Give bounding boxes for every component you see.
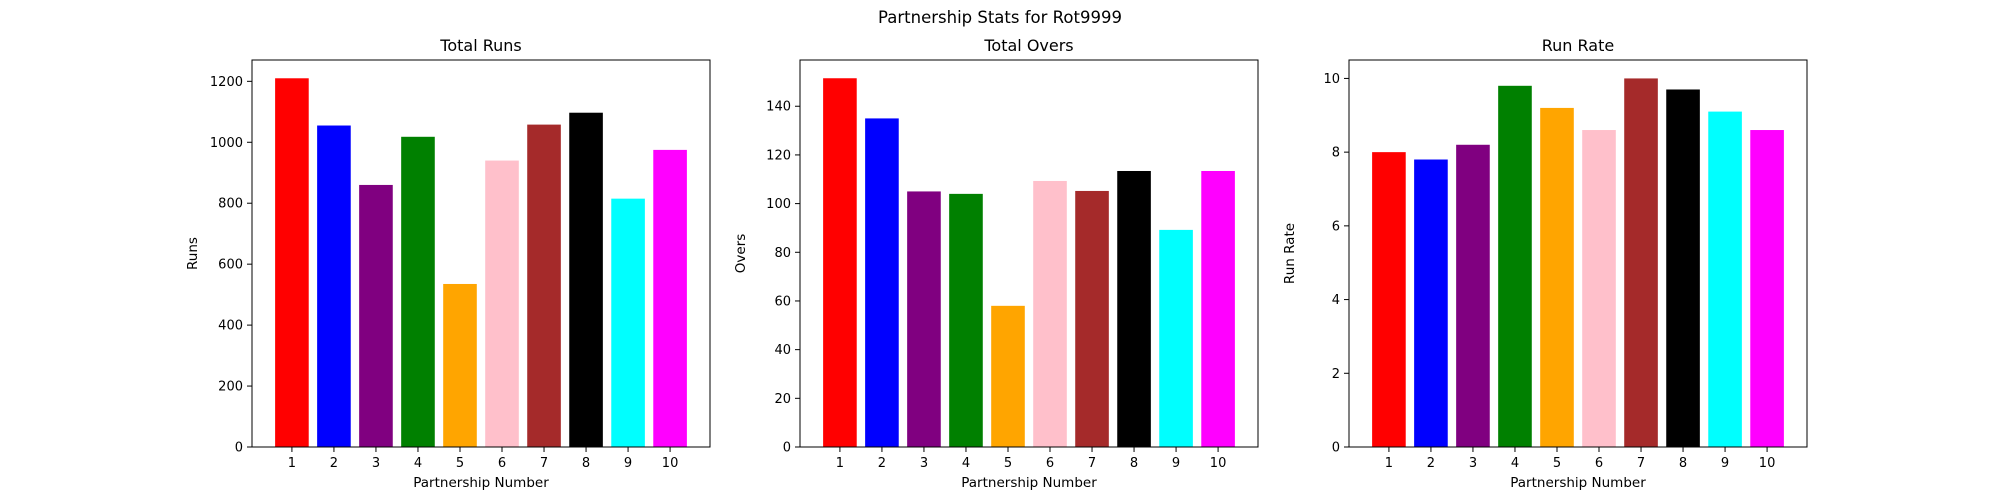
x-tick-label: 10 bbox=[662, 456, 679, 471]
bar bbox=[1159, 229, 1193, 447]
x-tick-label: 8 bbox=[1130, 456, 1138, 471]
plot-frame bbox=[251, 59, 711, 448]
chart-title: Run Rate bbox=[1542, 36, 1614, 55]
figure-title: Partnership Stats for Rot9999 bbox=[878, 8, 1122, 27]
bar bbox=[907, 191, 941, 447]
x-axis-label: Partnership Number bbox=[1510, 475, 1646, 491]
y-tick-label: 100 bbox=[766, 197, 791, 212]
x-tick-label: 6 bbox=[1595, 456, 1603, 471]
bar bbox=[1456, 144, 1490, 447]
x-tick-label: 7 bbox=[1637, 456, 1645, 471]
y-tick-label: 0 bbox=[235, 441, 243, 456]
x-tick-label: 7 bbox=[1088, 456, 1096, 471]
y-tick-label: 0 bbox=[783, 441, 791, 456]
y-tick-label: 2 bbox=[1332, 367, 1340, 382]
y-tick-label: 600 bbox=[218, 258, 243, 273]
chart-3: 1 2 3 4 5 6 7 8 9 10 0 2 4 6 8 10 Run Rate Partnership Nu… bbox=[1282, 36, 1808, 491]
y-tick-label: 1200 bbox=[210, 75, 243, 90]
y-tick-label: 1000 bbox=[210, 136, 243, 151]
x-tick-label: 3 bbox=[1469, 456, 1477, 471]
plot-frame bbox=[1348, 59, 1808, 448]
y-tick-label: 10 bbox=[1323, 72, 1340, 87]
x-tick-label: 1 bbox=[288, 456, 296, 471]
y-tick-label: 140 bbox=[766, 100, 791, 115]
bar bbox=[1117, 170, 1151, 447]
x-tick-label: 10 bbox=[1759, 456, 1776, 471]
bar bbox=[1750, 130, 1784, 447]
chart-title: Total Runs bbox=[439, 36, 521, 55]
bar bbox=[1708, 111, 1742, 447]
bar bbox=[1372, 152, 1406, 447]
x-tick-label: 1 bbox=[1385, 456, 1393, 471]
y-tick-label: 6 bbox=[1332, 219, 1340, 234]
bar bbox=[569, 112, 603, 448]
x-tick-label: 4 bbox=[1511, 456, 1519, 471]
bar bbox=[1582, 130, 1616, 447]
x-tick-label: 8 bbox=[1679, 456, 1687, 471]
y-tick-label: 120 bbox=[766, 148, 791, 163]
x-axis-label: Partnership Number bbox=[413, 475, 549, 491]
x-tick-label: 3 bbox=[372, 456, 380, 471]
x-tick-label: 7 bbox=[540, 456, 548, 471]
bar bbox=[1414, 159, 1448, 447]
bar bbox=[865, 118, 899, 447]
bar bbox=[527, 124, 561, 448]
y-tick-label: 200 bbox=[218, 380, 243, 395]
y-tick-label: 400 bbox=[218, 319, 243, 334]
x-tick-label: 9 bbox=[1721, 456, 1729, 471]
y-axis-label: Overs bbox=[733, 234, 749, 274]
x-tick-label: 5 bbox=[456, 456, 464, 471]
x-tick-label: 8 bbox=[582, 456, 590, 471]
bar bbox=[991, 305, 1025, 447]
y-tick-label: 0 bbox=[1332, 441, 1340, 456]
x-tick-label: 5 bbox=[1004, 456, 1012, 471]
chart-title: Total Overs bbox=[983, 36, 1073, 55]
y-tick-label: 40 bbox=[774, 343, 791, 358]
x-tick-label: 2 bbox=[878, 456, 886, 471]
y-tick-label: 4 bbox=[1332, 293, 1340, 308]
bar bbox=[1540, 107, 1574, 448]
y-tick-label: 80 bbox=[774, 246, 791, 261]
bar bbox=[1624, 78, 1658, 447]
y-axis-label: Run Rate bbox=[1282, 223, 1298, 284]
x-tick-label: 6 bbox=[498, 456, 506, 471]
x-tick-label: 2 bbox=[330, 456, 338, 471]
bar bbox=[359, 184, 393, 447]
bar bbox=[653, 149, 687, 447]
y-axis-label: Runs bbox=[185, 237, 201, 270]
chart-1: 1 2 3 4 5 6 7 8 9 10 0 200 400 600 800 1000 1200 Total Ru… bbox=[185, 36, 711, 491]
bar bbox=[611, 198, 645, 447]
x-tick-label: 6 bbox=[1046, 456, 1054, 471]
x-tick-label: 10 bbox=[1210, 456, 1227, 471]
y-tick-label: 60 bbox=[774, 294, 791, 309]
bar bbox=[823, 78, 857, 448]
bar bbox=[949, 193, 983, 447]
y-tick-label: 20 bbox=[774, 392, 791, 407]
y-tick-label: 8 bbox=[1332, 146, 1340, 161]
bar bbox=[485, 160, 519, 447]
y-tick-label: 800 bbox=[218, 197, 243, 212]
bar bbox=[1498, 85, 1532, 448]
x-tick-label: 1 bbox=[836, 456, 844, 471]
bar bbox=[443, 283, 477, 447]
bar bbox=[401, 136, 435, 447]
x-tick-label: 2 bbox=[1427, 456, 1435, 471]
bar bbox=[1666, 89, 1700, 447]
bar bbox=[1201, 170, 1235, 447]
bar bbox=[1033, 180, 1067, 447]
bar bbox=[317, 125, 351, 447]
x-tick-label: 9 bbox=[624, 456, 632, 471]
bar bbox=[275, 78, 309, 448]
x-tick-label: 9 bbox=[1172, 456, 1180, 471]
bar bbox=[1075, 190, 1109, 447]
x-tick-label: 3 bbox=[920, 456, 928, 471]
x-tick-label: 4 bbox=[414, 456, 422, 471]
x-tick-label: 4 bbox=[962, 456, 970, 471]
plot-frame bbox=[799, 59, 1259, 448]
x-axis-label: Partnership Number bbox=[961, 475, 1097, 491]
x-tick-label: 5 bbox=[1553, 456, 1561, 471]
